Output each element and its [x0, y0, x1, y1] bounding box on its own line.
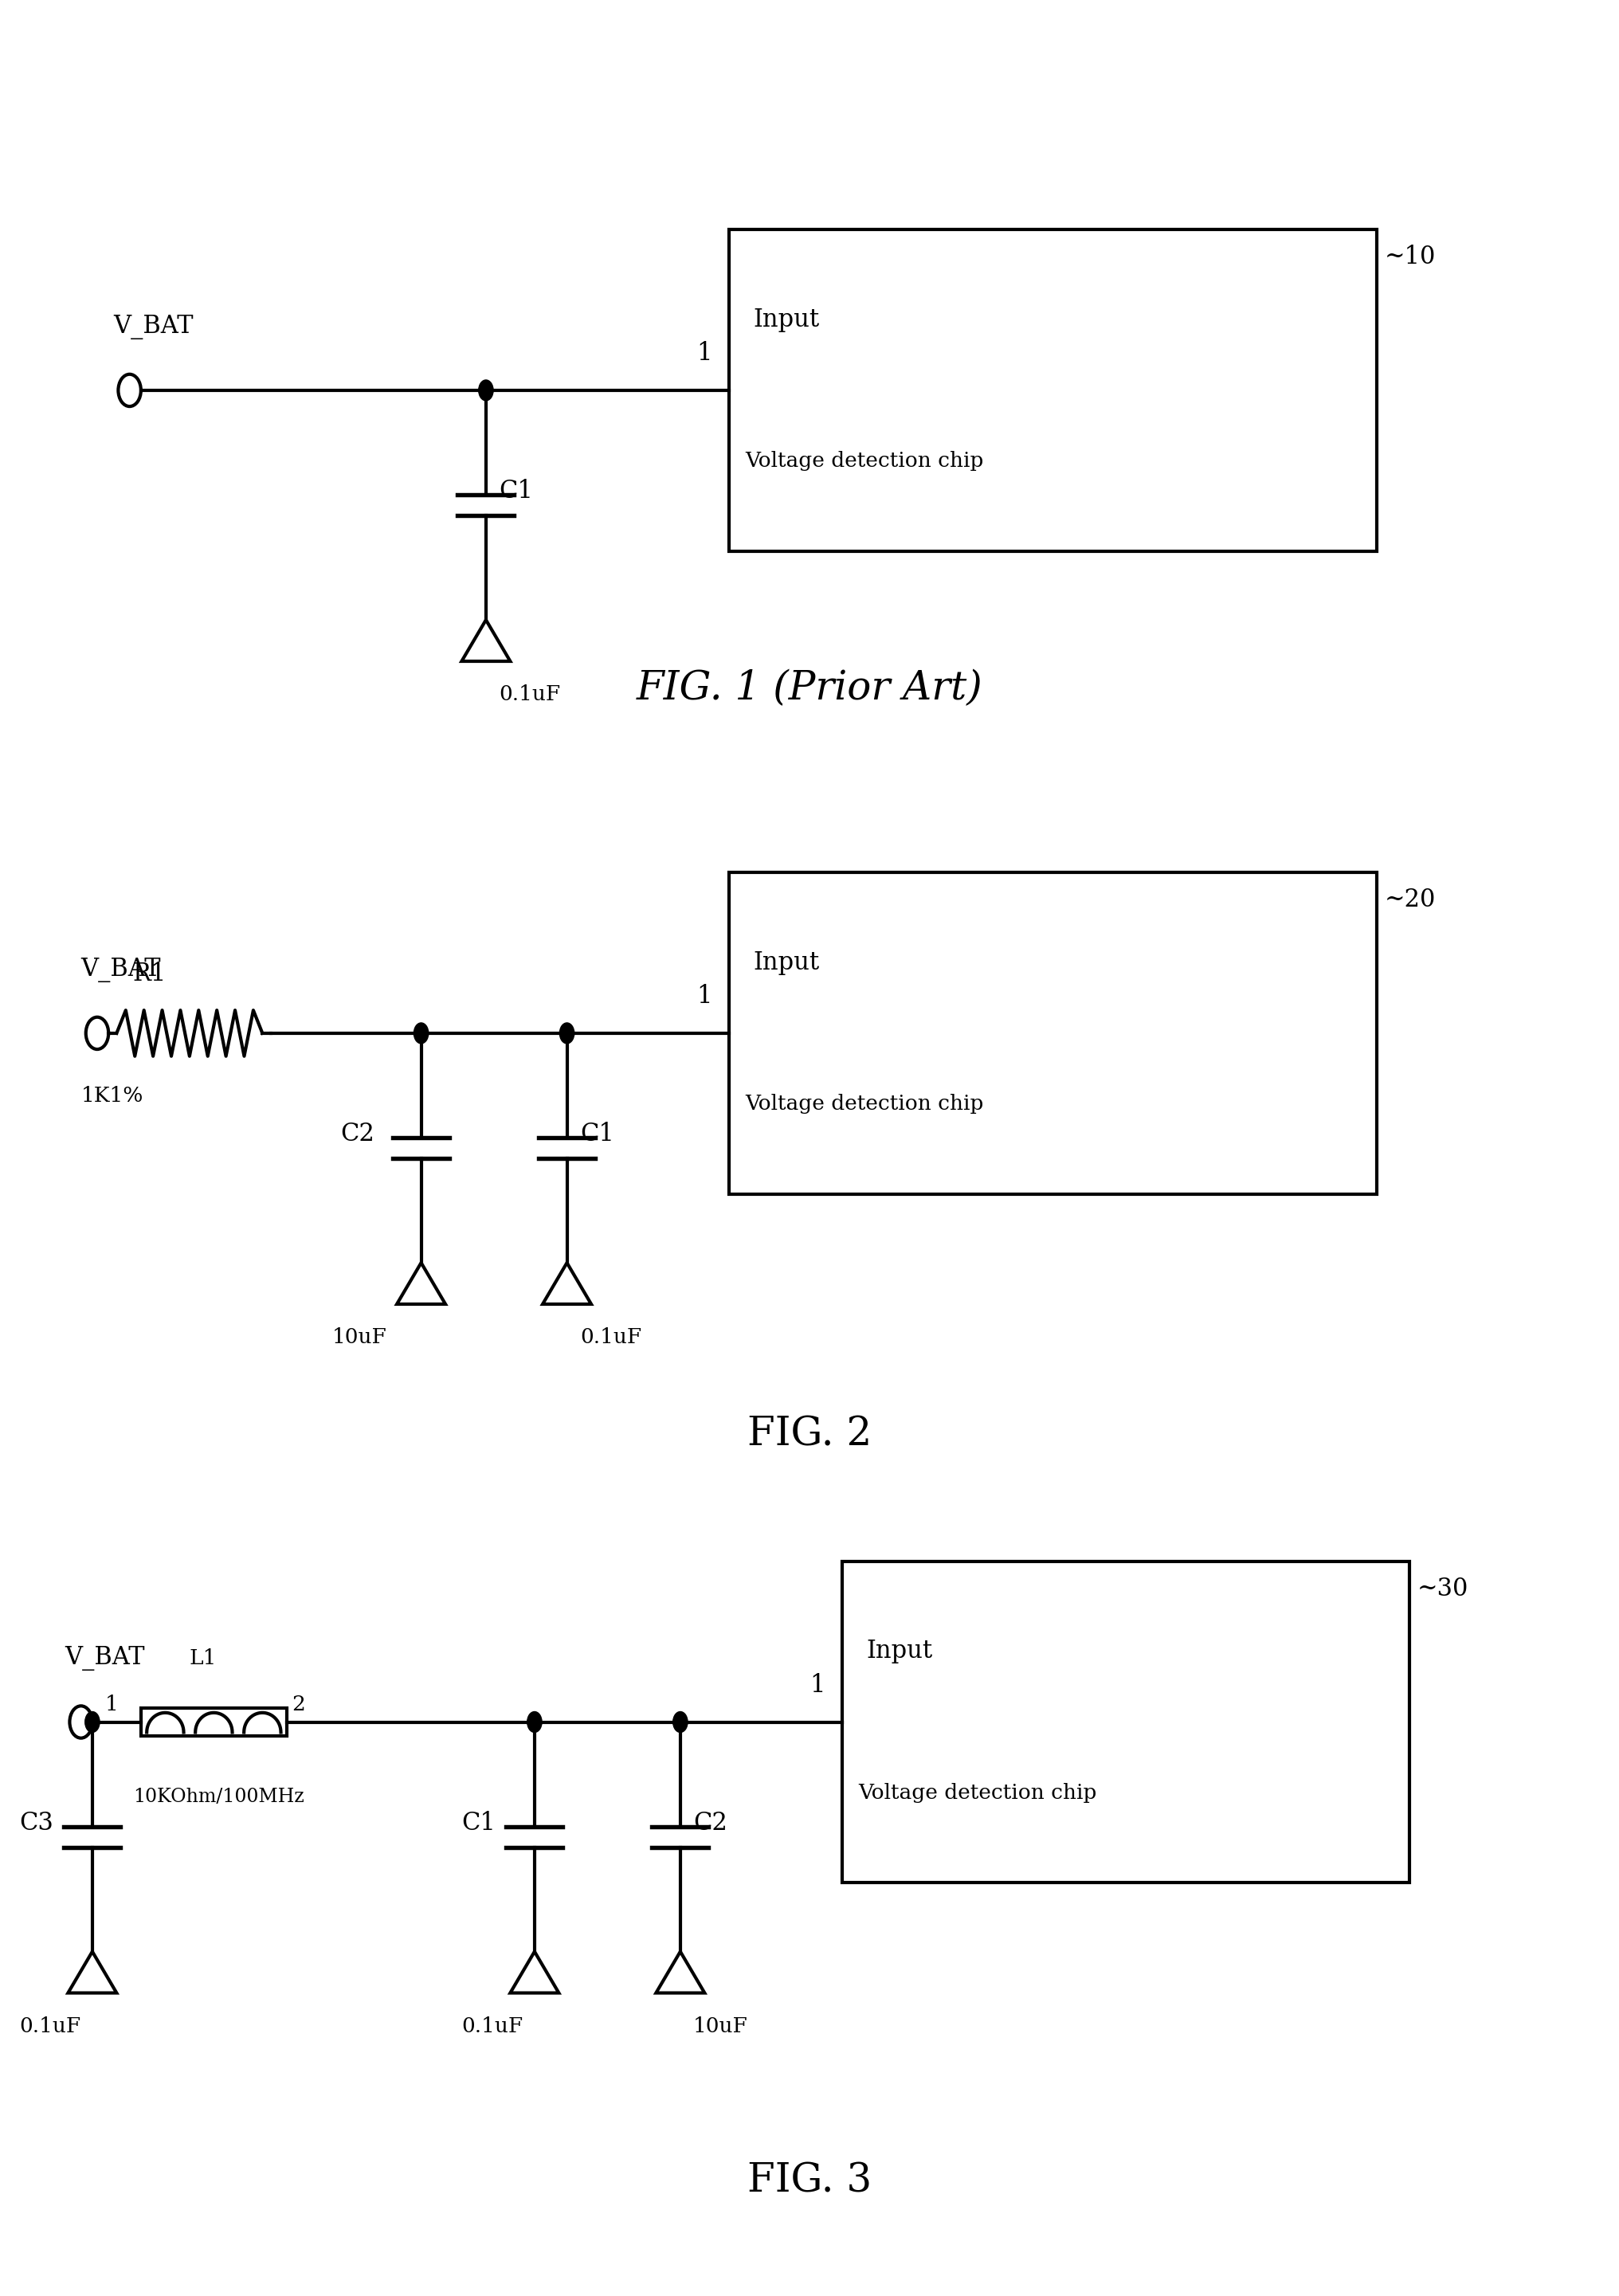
- Text: Input: Input: [753, 308, 819, 333]
- Text: V_BAT: V_BAT: [113, 315, 193, 340]
- Text: 1: 1: [810, 1674, 826, 1697]
- Text: FIG. 3: FIG. 3: [748, 2161, 871, 2202]
- Circle shape: [479, 379, 494, 402]
- Circle shape: [674, 1713, 688, 1733]
- Text: ~30: ~30: [1417, 1577, 1468, 1600]
- Text: 10uF: 10uF: [693, 2016, 748, 2037]
- Bar: [141, 1708, 287, 1736]
- Text: 1K1%: 1K1%: [81, 1086, 144, 1107]
- Text: C1: C1: [580, 1123, 614, 1146]
- Text: 2: 2: [291, 1694, 304, 1715]
- Text: 0.1uF: 0.1uF: [461, 2016, 523, 2037]
- Bar: [729, 230, 1376, 551]
- Text: R1: R1: [133, 962, 167, 985]
- Text: Voltage detection chip: Voltage detection chip: [858, 1782, 1096, 1802]
- Text: Voltage detection chip: Voltage detection chip: [745, 1093, 983, 1114]
- Text: Input: Input: [866, 1639, 933, 1665]
- Text: C1: C1: [461, 1812, 495, 1835]
- Text: 10KOhm/100MHz: 10KOhm/100MHz: [133, 1789, 304, 1807]
- Text: Voltage detection chip: Voltage detection chip: [745, 450, 983, 471]
- Text: 0.1uF: 0.1uF: [580, 1327, 641, 1348]
- Text: C3: C3: [19, 1812, 53, 1835]
- Text: 1: 1: [696, 342, 712, 365]
- Text: L1: L1: [189, 1649, 217, 1669]
- Text: 0.1uF: 0.1uF: [499, 684, 560, 705]
- Text: 1: 1: [696, 985, 712, 1008]
- Text: ~20: ~20: [1384, 889, 1436, 912]
- Text: FIG. 2: FIG. 2: [748, 1414, 871, 1456]
- Text: V_BAT: V_BAT: [65, 1646, 144, 1671]
- Circle shape: [528, 1713, 542, 1733]
- Circle shape: [86, 1713, 100, 1733]
- Text: FIG. 1 (Prior Art): FIG. 1 (Prior Art): [636, 668, 983, 709]
- Text: 0.1uF: 0.1uF: [19, 2016, 81, 2037]
- Text: 1: 1: [105, 1694, 118, 1715]
- Bar: [729, 872, 1376, 1194]
- Text: C2: C2: [693, 1812, 727, 1835]
- Circle shape: [560, 1024, 575, 1045]
- Text: 10uF: 10uF: [332, 1327, 387, 1348]
- Text: Input: Input: [753, 951, 819, 976]
- Text: ~10: ~10: [1384, 246, 1436, 269]
- Bar: [842, 1561, 1409, 1883]
- Text: C2: C2: [340, 1123, 374, 1146]
- Text: V_BAT: V_BAT: [81, 957, 160, 983]
- Text: C1: C1: [499, 480, 533, 503]
- Circle shape: [414, 1024, 427, 1045]
